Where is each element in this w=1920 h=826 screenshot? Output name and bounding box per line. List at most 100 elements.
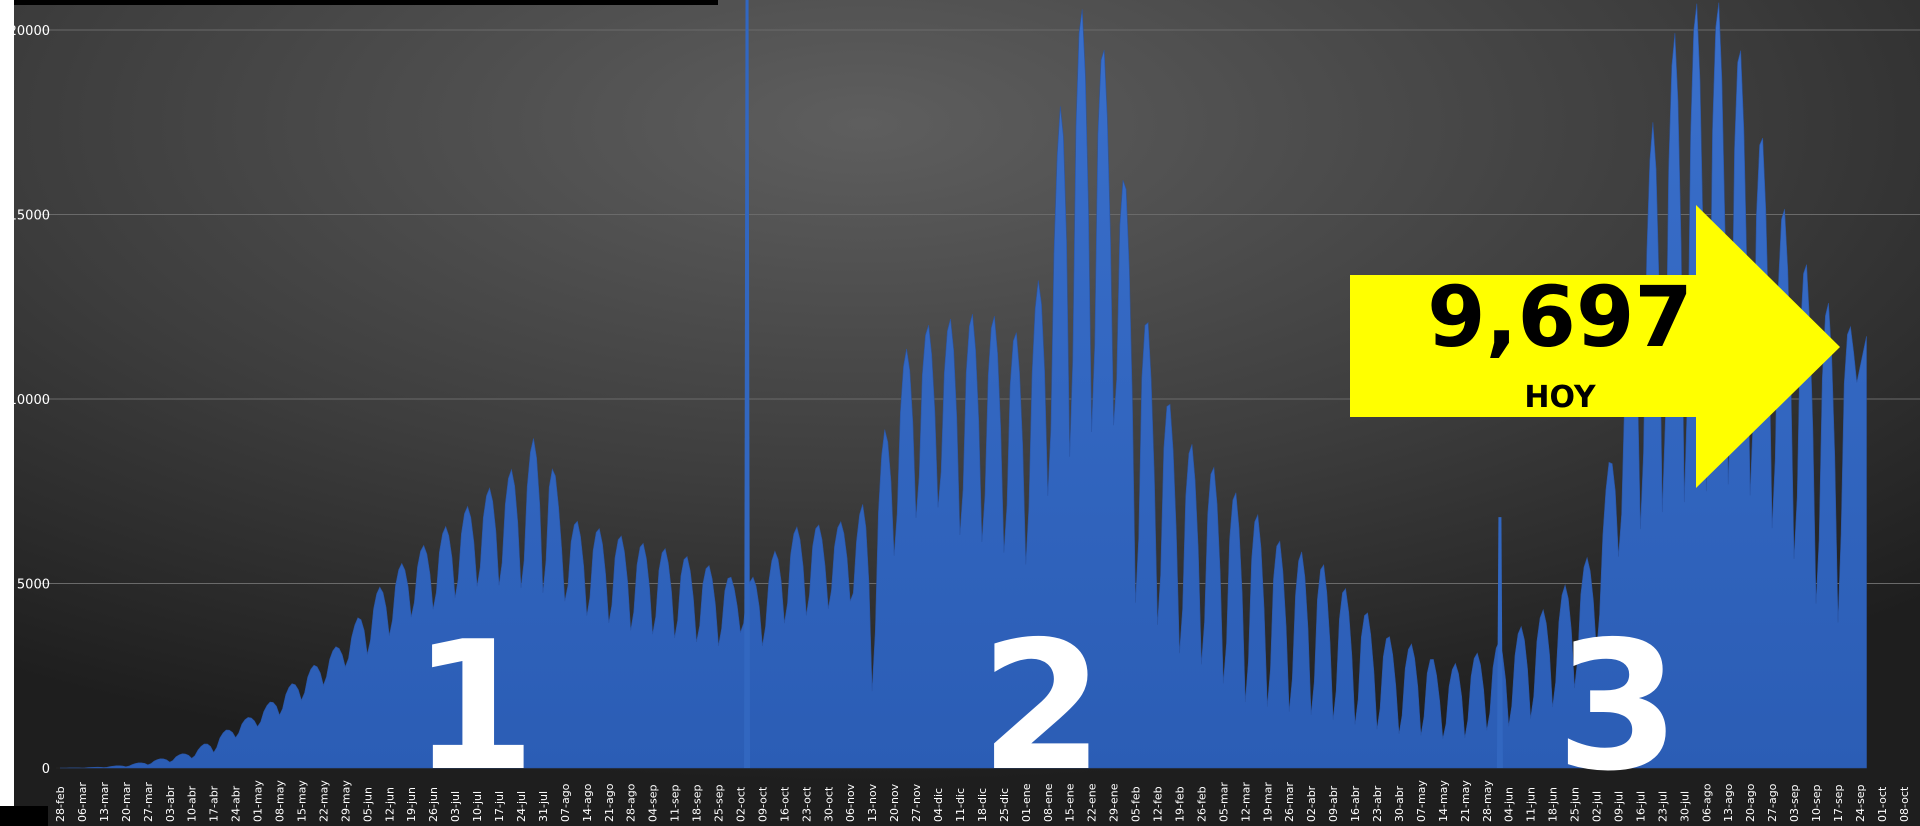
- x-tick-label: 31-jul: [537, 791, 550, 822]
- x-tick-label: 20-mar: [120, 782, 133, 822]
- x-tick-label: 27-ago: [1766, 783, 1779, 822]
- x-tick-label: 24-abr: [230, 785, 243, 822]
- wave-label-2: 2: [980, 603, 1104, 810]
- y-tick-label: 0: [42, 762, 50, 777]
- x-tick-label: 09-oct: [756, 786, 769, 822]
- series-layer: [60, 0, 1867, 769]
- callout-arrow-shape: [1350, 205, 1840, 488]
- x-tick-label: 04-dic: [932, 788, 945, 822]
- x-tick-label: 07-may: [1415, 780, 1428, 822]
- x-tick-label: 01-may: [252, 780, 265, 822]
- x-tick-label: 26-jun: [427, 787, 440, 822]
- x-tick-label: 06-mar: [76, 782, 89, 822]
- x-tick-label: 11-dic: [954, 788, 967, 822]
- x-tick-label: 16-oct: [778, 786, 791, 822]
- x-tick-label: 19-feb: [1173, 786, 1186, 822]
- x-tick-label: 18-dic: [976, 788, 989, 822]
- x-tick-label: 15-may: [295, 780, 308, 822]
- y-tick-label: 20000: [9, 24, 50, 39]
- x-tick-label: 30-jul: [1678, 791, 1691, 822]
- x-tick-label: 17-abr: [208, 785, 221, 822]
- x-tick-label: 26-feb: [1195, 786, 1208, 822]
- x-tick-label: 29-ene: [1108, 783, 1121, 822]
- y-tick-label: 15000: [9, 209, 50, 224]
- x-tick-label: 10-abr: [186, 785, 199, 822]
- x-tick-label: 03-abr: [164, 785, 177, 822]
- x-tick-label: 15-ene: [1064, 783, 1077, 822]
- x-tick-label: 16-abr: [1349, 785, 1362, 822]
- x-tick-label: 24-sep: [1854, 785, 1867, 822]
- x-tick-label: 04-sep: [647, 785, 660, 822]
- x-tick-label: 05-mar: [1217, 782, 1230, 822]
- x-tick-label: 06-ago: [1700, 783, 1713, 822]
- x-tick-label: 08-ene: [1042, 783, 1055, 822]
- x-tick-label: 19-jun: [405, 787, 418, 822]
- x-tick-label: 01-oct: [1876, 786, 1889, 822]
- left-edge-strip: [0, 0, 14, 810]
- y-tick-label: 5000: [17, 578, 50, 593]
- x-tick-label: 05-feb: [1130, 786, 1143, 822]
- x-tick-label: 13-mar: [98, 782, 111, 822]
- x-tick-label: 20-nov: [888, 783, 901, 822]
- x-tick-label: 22-ene: [1086, 783, 1099, 822]
- x-tick-label: 27-mar: [142, 782, 155, 822]
- wave-label-3: 3: [1556, 603, 1680, 810]
- x-tick-label: 08-may: [274, 780, 287, 822]
- x-tick-label: 03-sep: [1788, 785, 1801, 822]
- x-tick-label: 19-mar: [1261, 782, 1274, 822]
- x-tick-label: 25-jun: [1569, 787, 1582, 822]
- x-tick-label: 22-may: [317, 780, 330, 822]
- x-tick-label: 13-nov: [866, 783, 879, 822]
- x-tick-label: 29-may: [339, 780, 352, 822]
- x-tick-label: 25-sep: [713, 785, 726, 822]
- x-tick-label: 24-jul: [515, 791, 528, 822]
- x-tick-label: 12-jun: [383, 787, 396, 822]
- x-tick-label: 20-ago: [1744, 783, 1757, 822]
- x-tick-label: 03-jul: [449, 791, 462, 822]
- series-spike: [744, 0, 751, 768]
- x-tick-label: 01-ene: [1020, 783, 1033, 822]
- x-tick-label: 11-jun: [1525, 787, 1538, 822]
- x-tick-label: 08-oct: [1898, 786, 1911, 822]
- x-tick-label: 12-mar: [1239, 782, 1252, 822]
- today-callout: 9,697 HOY: [1350, 205, 1840, 488]
- x-tick-label: 14-may: [1437, 780, 1450, 822]
- x-tick-label: 17-jul: [493, 791, 506, 822]
- today-value: 9,697: [1427, 268, 1693, 366]
- bottom-left-corner: [0, 806, 48, 826]
- x-tick-label: 13-ago: [1722, 783, 1735, 822]
- x-tick-label: 30-abr: [1393, 785, 1406, 822]
- x-tick-label: 14-ago: [581, 783, 594, 822]
- x-tick-label: 11-sep: [669, 785, 682, 822]
- x-tick-label: 02-jul: [1591, 791, 1604, 822]
- series-spike: [1496, 517, 1503, 768]
- series-area: [60, 2, 1867, 769]
- x-tick-label: 06-nov: [844, 783, 857, 822]
- x-tick-label: 04-jun: [1503, 787, 1516, 822]
- x-tick-label: 18-sep: [691, 785, 704, 822]
- x-tick-label: 23-abr: [1371, 785, 1384, 822]
- x-tick-label: 28-feb: [54, 786, 67, 822]
- today-label: HOY: [1524, 380, 1596, 415]
- x-tick-label: 12-feb: [1152, 786, 1165, 822]
- x-tick-label: 09-jul: [1612, 791, 1625, 822]
- x-axis: 28-feb 06-mar 13-mar 20-mar 27-mar 03-abr 10-a…: [54, 780, 1920, 822]
- x-tick-label: 02-oct: [734, 786, 747, 822]
- x-tick-label: 28-ago: [625, 783, 638, 822]
- x-tick-label: 07-ago: [559, 783, 572, 822]
- x-tick-label: 17-sep: [1832, 785, 1845, 822]
- x-tick-label: 09-abr: [1327, 785, 1340, 822]
- x-tick-label: 26-mar: [1283, 782, 1296, 822]
- x-tick-label: 23-oct: [800, 786, 813, 822]
- x-tick-label: 10-jul: [471, 791, 484, 822]
- x-tick-label: 05-jun: [361, 787, 374, 822]
- y-tick-label: 10000: [9, 393, 50, 408]
- x-tick-label: 02-abr: [1305, 785, 1318, 822]
- x-tick-label: 21-may: [1459, 780, 1472, 822]
- x-tick-label: 30-oct: [822, 786, 835, 822]
- x-tick-label: 18-jun: [1547, 787, 1560, 822]
- x-tick-label: 25-dic: [998, 788, 1011, 822]
- top-black-bar: [0, 0, 718, 5]
- wave-label-1: 1: [412, 603, 536, 810]
